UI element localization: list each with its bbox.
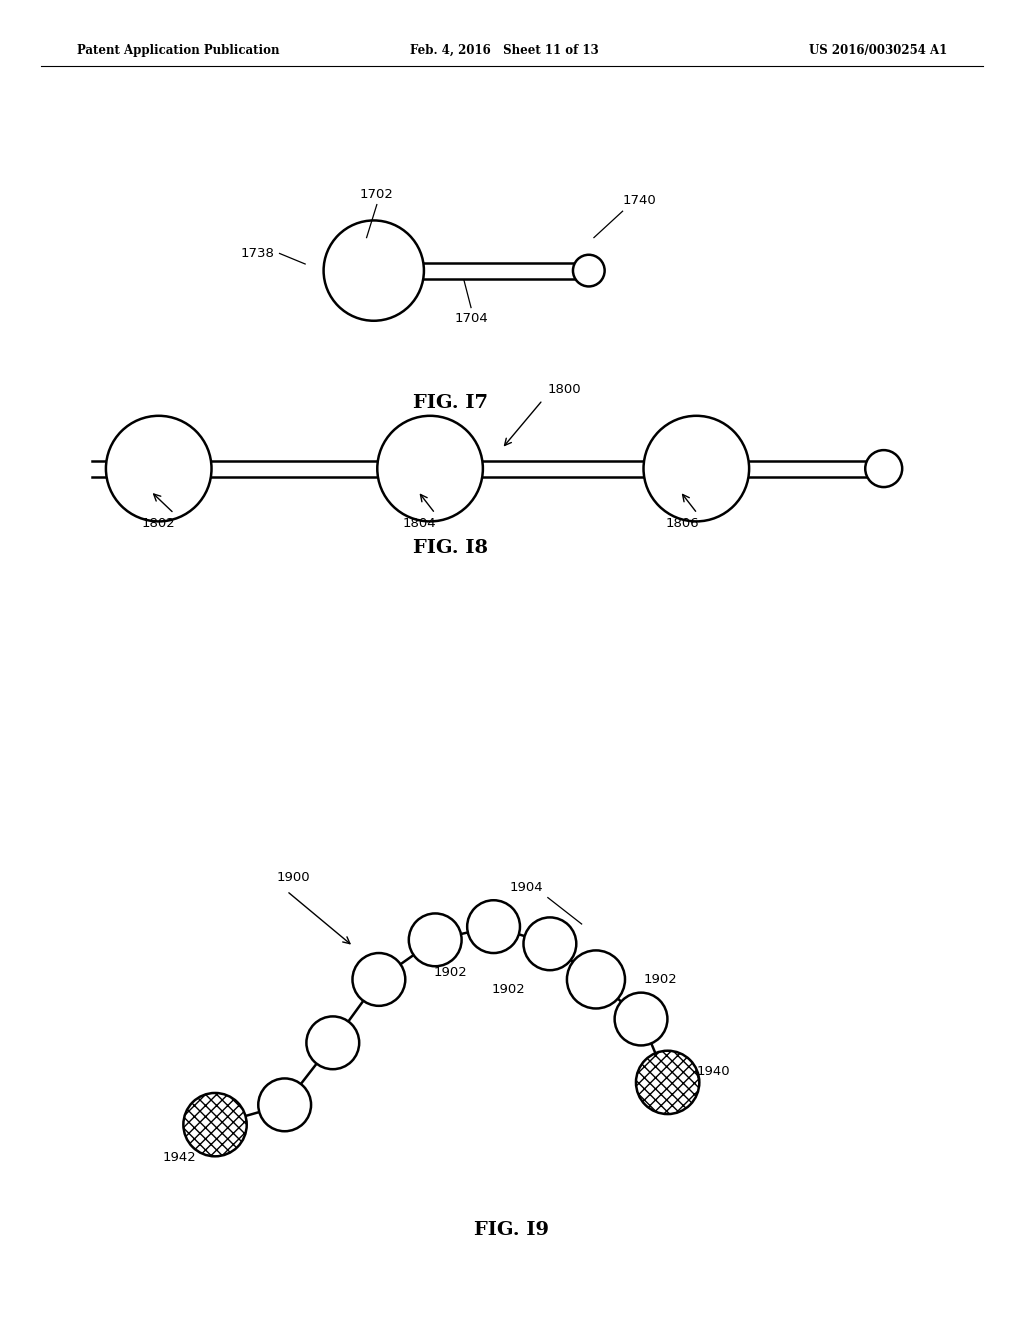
Ellipse shape: [409, 913, 462, 966]
Ellipse shape: [636, 1051, 699, 1114]
Bar: [328, 263, 599, 279]
Bar: [92, 461, 891, 477]
Ellipse shape: [258, 1078, 311, 1131]
Ellipse shape: [865, 450, 902, 487]
Text: 1800: 1800: [548, 383, 582, 396]
Text: 1802: 1802: [142, 517, 175, 531]
Text: US 2016/0030254 A1: US 2016/0030254 A1: [809, 44, 947, 57]
Text: 1940: 1940: [696, 1065, 730, 1078]
Ellipse shape: [614, 993, 668, 1045]
Text: 1804: 1804: [403, 517, 436, 531]
Ellipse shape: [573, 255, 604, 286]
Ellipse shape: [643, 416, 750, 521]
Ellipse shape: [523, 917, 577, 970]
Text: 1902: 1902: [643, 973, 677, 986]
Text: 1704: 1704: [455, 312, 487, 325]
Text: 1740: 1740: [623, 194, 656, 207]
Ellipse shape: [324, 220, 424, 321]
Text: 1738: 1738: [241, 247, 274, 260]
Ellipse shape: [306, 1016, 359, 1069]
Text: FIG. I7: FIG. I7: [413, 393, 488, 412]
Text: 1902: 1902: [434, 966, 467, 979]
Ellipse shape: [183, 1093, 247, 1156]
Ellipse shape: [105, 416, 212, 521]
Ellipse shape: [352, 953, 406, 1006]
Text: Patent Application Publication: Patent Application Publication: [77, 44, 280, 57]
Ellipse shape: [467, 900, 520, 953]
Text: 1904: 1904: [509, 880, 543, 894]
Text: Feb. 4, 2016   Sheet 11 of 13: Feb. 4, 2016 Sheet 11 of 13: [410, 44, 598, 57]
Text: 1900: 1900: [276, 871, 310, 884]
Text: FIG. I8: FIG. I8: [413, 539, 488, 557]
Text: 1702: 1702: [359, 187, 394, 201]
Ellipse shape: [567, 950, 625, 1008]
Text: 1942: 1942: [163, 1151, 196, 1164]
Text: 1902: 1902: [493, 983, 525, 997]
Text: 1806: 1806: [666, 517, 698, 531]
Text: FIG. I9: FIG. I9: [474, 1221, 550, 1239]
Ellipse shape: [377, 416, 483, 521]
